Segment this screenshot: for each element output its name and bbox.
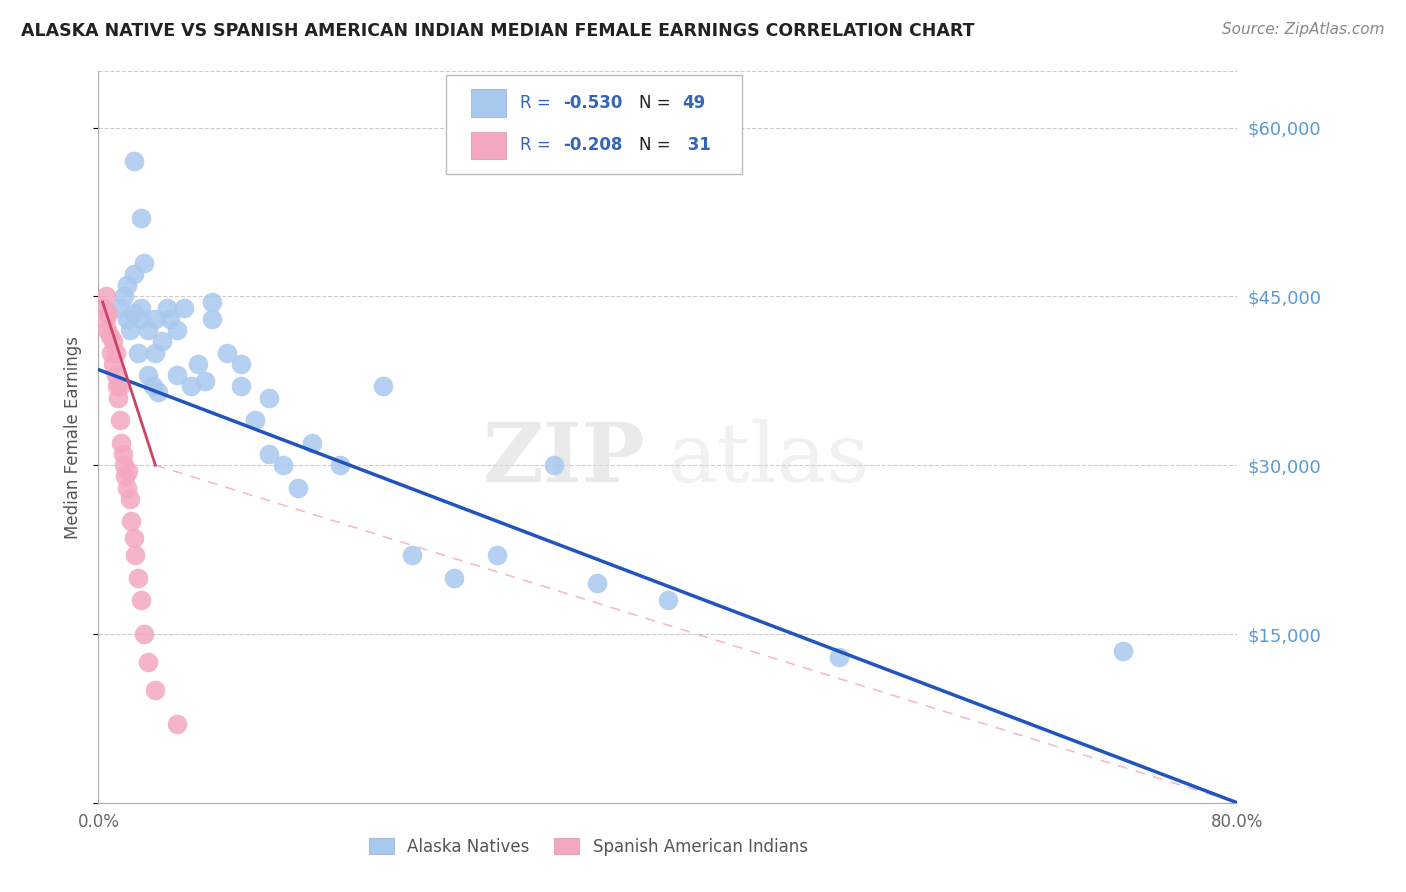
Point [129,312,152,326]
Point [114,469,136,483]
Point [108,379,131,393]
Text: N =: N = [640,136,676,154]
Point [152,334,174,349]
Point [141,379,163,393]
Point [136,368,159,383]
Point [115,278,138,293]
Point [259,447,281,461]
Text: N =: N = [640,95,676,112]
Point [301,435,323,450]
Y-axis label: Median Female Earnings: Median Female Earnings [65,335,83,539]
Point [166,323,188,337]
Point [112,458,135,473]
Point [104,345,127,359]
Text: atlas: atlas [668,419,870,499]
Point [105,379,128,393]
Point [122,154,145,169]
Point [108,413,131,427]
Point [828,649,851,664]
Point [145,345,167,359]
Point [129,211,152,225]
Legend: Alaska Natives, Spanish American Indians: Alaska Natives, Spanish American Indians [360,830,815,864]
Point [98,328,121,343]
Point [1112,644,1135,658]
FancyBboxPatch shape [471,131,506,160]
Point [145,312,167,326]
Text: R =: R = [520,136,555,154]
Text: -0.208: -0.208 [562,136,623,154]
Point [156,301,179,315]
Point [486,548,509,562]
Point [180,379,202,393]
Point [259,391,281,405]
Point [657,593,679,607]
Text: ALASKA NATIVE VS SPANISH AMERICAN INDIAN MEDIAN FEMALE EARNINGS CORRELATION CHAR: ALASKA NATIVE VS SPANISH AMERICAN INDIAN… [21,22,974,40]
Point [111,447,134,461]
Point [373,379,395,393]
Point [229,357,252,371]
Point [201,295,224,310]
Point [115,481,138,495]
Point [118,491,141,506]
Point [101,334,124,349]
Point [132,627,155,641]
Point [101,357,124,371]
Point [166,368,188,383]
Point [136,655,159,669]
Point [194,374,217,388]
Text: 49: 49 [682,95,706,112]
Point [94,289,117,303]
Point [159,312,181,326]
Point [132,255,155,269]
Point [115,312,138,326]
Point [97,306,120,320]
Point [543,458,565,473]
Point [215,345,238,359]
Point [120,515,142,529]
Point [112,289,135,303]
Point [129,301,152,315]
Point [127,571,149,585]
Point [443,571,465,585]
Point [127,345,149,359]
Point [124,548,146,562]
Point [201,312,224,326]
Text: Source: ZipAtlas.com: Source: ZipAtlas.com [1222,22,1385,37]
Point [100,345,122,359]
Point [136,323,159,337]
FancyBboxPatch shape [446,75,742,174]
Point [243,413,266,427]
Point [96,323,118,337]
Point [273,458,295,473]
Point [129,593,152,607]
Point [148,385,170,400]
Text: -0.530: -0.530 [562,95,623,112]
Text: R =: R = [520,95,555,112]
Point [166,717,188,731]
Point [173,301,195,315]
Point [91,301,114,315]
Text: 31: 31 [682,136,711,154]
Point [187,357,209,371]
Point [401,548,423,562]
Point [110,435,132,450]
Point [329,458,352,473]
Point [287,481,309,495]
Point [145,683,167,698]
Text: ZIP: ZIP [482,419,645,499]
FancyBboxPatch shape [471,89,506,117]
Point [118,323,141,337]
Point [104,368,127,383]
Point [585,576,607,591]
Point [122,306,145,320]
Point [229,379,252,393]
Point [107,391,129,405]
Point [108,301,131,315]
Point [122,267,145,281]
Point [94,312,117,326]
Point [117,464,139,478]
Point [122,532,145,546]
